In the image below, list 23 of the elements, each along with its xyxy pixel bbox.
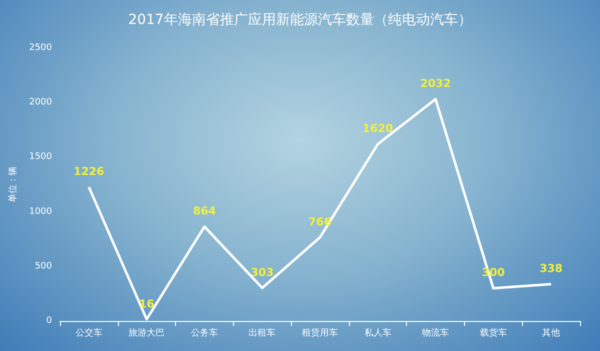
x-tick-label: 公交车 (75, 328, 102, 338)
x-tick-label: 租赁用车 (302, 328, 338, 338)
y-tick-label: 0 (46, 316, 52, 326)
data-label: 338 (540, 262, 563, 276)
y-axis-title: 单位：辆 (8, 166, 19, 202)
data-label: 1620 (362, 122, 394, 136)
x-tick-label: 物流车 (422, 328, 450, 338)
x-tick-label: 公务车 (190, 328, 218, 338)
x-tick-label: 私人车 (364, 328, 392, 338)
y-tick-label: 2500 (29, 43, 52, 53)
y-tick-label: 2000 (29, 98, 52, 108)
y-tick-label: 1500 (29, 152, 52, 162)
x-tick-label: 其他 (542, 328, 560, 338)
data-label: 1226 (74, 165, 105, 178)
x-tick-label: 出租车 (248, 328, 276, 338)
data-label: 2032 (420, 77, 451, 90)
chart-title: 2017年海南省推广应用新能源汽车数量（纯电动汽车） (128, 12, 472, 28)
y-tick-label: 1000 (29, 206, 52, 217)
data-label: 303 (250, 266, 274, 279)
data-label: 864 (192, 204, 216, 218)
y-tick-label: 500 (34, 261, 52, 272)
x-tick-label: 旅游大巴 (128, 328, 165, 338)
x-tick-label: 载货车 (480, 328, 507, 338)
